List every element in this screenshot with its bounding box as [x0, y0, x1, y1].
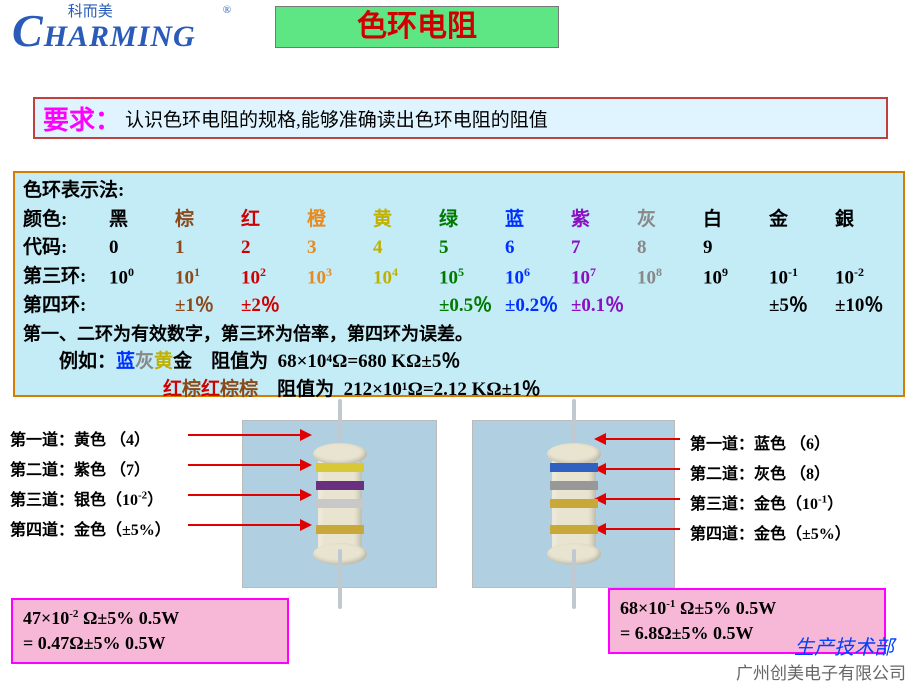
fourth-cell: [703, 292, 769, 321]
band-label: 第二道：紫色 （7）: [10, 456, 190, 480]
example-resistor-right: 第一道：蓝色 （6） 第二道：灰色 （8） 第三道：金色（10-1） 第四道：金色（±…: [472, 420, 912, 595]
arrow-icon: [188, 434, 306, 436]
third-cell: 108: [637, 263, 703, 293]
table-note: 第一、二环为有效数字，第三环为倍率，第四环为误差。: [23, 321, 895, 348]
logo-cn: 科而美: [68, 0, 113, 21]
color-cell: 绿: [439, 206, 505, 235]
resistor-band: [550, 525, 598, 534]
arrow-icon: [188, 494, 306, 496]
page-title: 色环电阻: [275, 6, 559, 48]
third-cell: 10-1: [769, 263, 835, 293]
row-third: 第三环:10010110210310410510610710810910-110…: [23, 263, 895, 293]
color-code-table: 色环表示法: 颜色:黑棕红橙黄绿蓝紫灰白金銀 代码:0123456789 第三环…: [13, 171, 905, 397]
resistor-image-left: [242, 420, 437, 588]
band-label: 第三道：银色（10-2）: [10, 486, 190, 510]
example-1: 例如： 蓝灰黄金 阻值为 68×10⁴Ω=680 KΩ±5％: [23, 348, 895, 377]
third-cell: 104: [373, 263, 439, 293]
example-2: 红棕红棕棕 阻值为 212×10¹Ω=2.12 KΩ±1％: [23, 376, 895, 405]
color-cell: 灰: [637, 206, 703, 235]
color-cell: 黑: [109, 206, 175, 235]
resistor-band: [550, 499, 598, 508]
fourth-cell: ±0.1％: [571, 292, 637, 321]
third-cell: 100: [109, 263, 175, 293]
resistor-band: [316, 525, 364, 534]
color-cell: 橙: [307, 206, 373, 235]
code-cell: 6: [505, 234, 571, 263]
requirement-label: 要求：: [43, 100, 121, 137]
band-labels-left: 第一道：黄色 （4） 第二道：紫色 （7） 第三道：银色（10-2） 第四道：金色（±…: [10, 426, 190, 540]
arrow-icon: [600, 498, 680, 500]
resistor-band: [550, 481, 598, 490]
third-cell: 109: [703, 263, 769, 293]
code-cell: 4: [373, 234, 439, 263]
third-cell: 103: [307, 263, 373, 293]
code-cell: 3: [307, 234, 373, 263]
row-code: 代码:0123456789: [23, 234, 895, 263]
fourth-cell: [637, 292, 703, 321]
color-cell: 棕: [175, 206, 241, 235]
third-cell: 107: [571, 263, 637, 293]
color-cell: 白: [703, 206, 769, 235]
arrow-icon: [188, 524, 306, 526]
band-label: 第三道：金色（10-1）: [690, 490, 900, 514]
resistor-band: [550, 463, 598, 472]
color-cell: 黄: [373, 206, 439, 235]
code-cell: 2: [241, 234, 307, 263]
code-cell: 7: [571, 234, 637, 263]
resistor-band: [316, 499, 364, 508]
fourth-cell: ±0.2％: [505, 292, 571, 321]
band-label: 第一道：黄色 （4）: [10, 426, 190, 450]
row-color: 颜色:黑棕红橙黄绿蓝紫灰白金銀: [23, 206, 895, 235]
band-label: 第二道：灰色 （8）: [690, 460, 900, 484]
requirement-text: 认识色环电阻的规格,能够准确读出色环电阻的阻值: [125, 105, 548, 132]
third-cell: 106: [505, 263, 571, 293]
band-label: 第一道：蓝色 （6）: [690, 430, 900, 454]
fourth-cell: [373, 292, 439, 321]
color-cell: 紫: [571, 206, 637, 235]
band-labels-right: 第一道：蓝色 （6） 第二道：灰色 （8） 第三道：金色（10-1） 第四道：金色（±…: [690, 430, 900, 544]
color-cell: 銀: [835, 206, 901, 235]
arrow-icon: [600, 468, 680, 470]
fourth-cell: ±2％: [241, 292, 307, 321]
color-cell: 金: [769, 206, 835, 235]
logo: CHARMING 科而美 ®: [12, 4, 231, 57]
third-cell: 10-2: [835, 263, 901, 293]
requirement-box: 要求： 认识色环电阻的规格,能够准确读出色环电阻的阻值: [33, 97, 888, 139]
logo-reg: ®: [223, 4, 231, 16]
example-resistor-left: 第一道：黄色 （4） 第二道：紫色 （7） 第三道：银色（10-2） 第四道：金色（±…: [10, 420, 460, 595]
fourth-cell: [109, 292, 175, 321]
band-label: 第四道：金色（±5%）: [690, 520, 900, 544]
code-cell: 9: [703, 234, 769, 263]
fourth-cell: [307, 292, 373, 321]
resistor-band: [316, 481, 364, 490]
table-heading: 色环表示法:: [23, 177, 895, 206]
result-left: 47×10-2 Ω±5% 0.5W = 0.47Ω±5% 0.5W: [11, 598, 289, 664]
arrow-icon: [188, 464, 306, 466]
row-fourth: 第四环:±1％±2％±0.5％±0.2％±0.1％±5％±10％: [23, 292, 895, 321]
band-label: 第四道：金色（±5%）: [10, 516, 190, 540]
code-cell: [769, 234, 835, 263]
third-cell: 101: [175, 263, 241, 293]
code-cell: 5: [439, 234, 505, 263]
third-cell: 102: [241, 263, 307, 293]
color-cell: 红: [241, 206, 307, 235]
fourth-cell: ±5％: [769, 292, 835, 321]
resistor-band: [316, 463, 364, 472]
third-cell: 105: [439, 263, 505, 293]
arrow-icon: [600, 438, 680, 440]
footer-dept: 生产技术部: [794, 631, 894, 660]
code-cell: [835, 234, 901, 263]
fourth-cell: ±0.5％: [439, 292, 505, 321]
fourth-cell: ±10％: [835, 292, 901, 321]
footer-company: 广州创美电子有限公司: [736, 659, 906, 684]
fourth-cell: ±1％: [175, 292, 241, 321]
code-cell: 0: [109, 234, 175, 263]
resistor-image-right: [472, 420, 675, 588]
color-cell: 蓝: [505, 206, 571, 235]
arrow-icon: [600, 528, 680, 530]
code-cell: 1: [175, 234, 241, 263]
code-cell: 8: [637, 234, 703, 263]
